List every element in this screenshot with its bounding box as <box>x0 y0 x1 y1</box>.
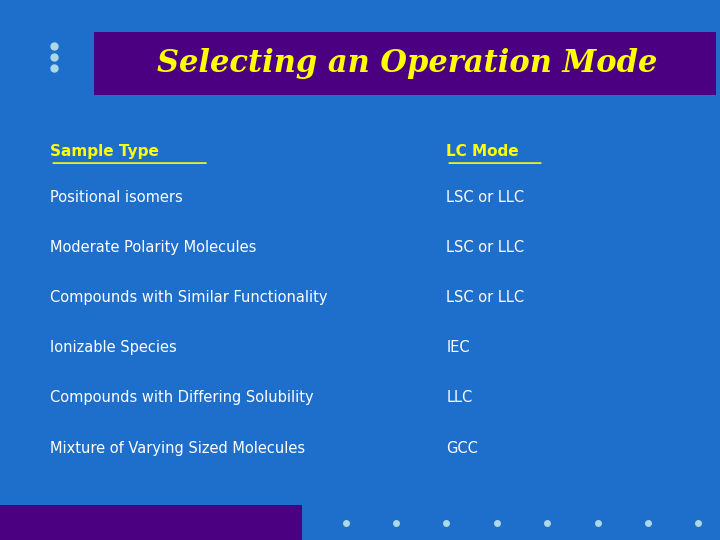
Text: Sample Type: Sample Type <box>50 144 159 159</box>
Text: IEC: IEC <box>446 340 470 355</box>
Text: Mixture of Varying Sized Molecules: Mixture of Varying Sized Molecules <box>50 441 305 456</box>
Text: LC Mode: LC Mode <box>446 144 519 159</box>
Text: LSC or LLC: LSC or LLC <box>446 240 525 255</box>
Text: Selecting an Operation Mode: Selecting an Operation Mode <box>157 48 657 79</box>
Text: Compounds with Similar Functionality: Compounds with Similar Functionality <box>50 290 328 305</box>
Text: Ionizable Species: Ionizable Species <box>50 340 177 355</box>
Bar <box>94 32 716 94</box>
Text: Compounds with Differing Solubility: Compounds with Differing Solubility <box>50 390 314 406</box>
Text: GCC: GCC <box>446 441 478 456</box>
Text: LSC or LLC: LSC or LLC <box>446 190 525 205</box>
Text: Moderate Polarity Molecules: Moderate Polarity Molecules <box>50 240 257 255</box>
Text: LSC or LLC: LSC or LLC <box>446 290 525 305</box>
Bar <box>0 505 302 540</box>
Text: Positional isomers: Positional isomers <box>50 190 183 205</box>
Text: LLC: LLC <box>446 390 472 406</box>
